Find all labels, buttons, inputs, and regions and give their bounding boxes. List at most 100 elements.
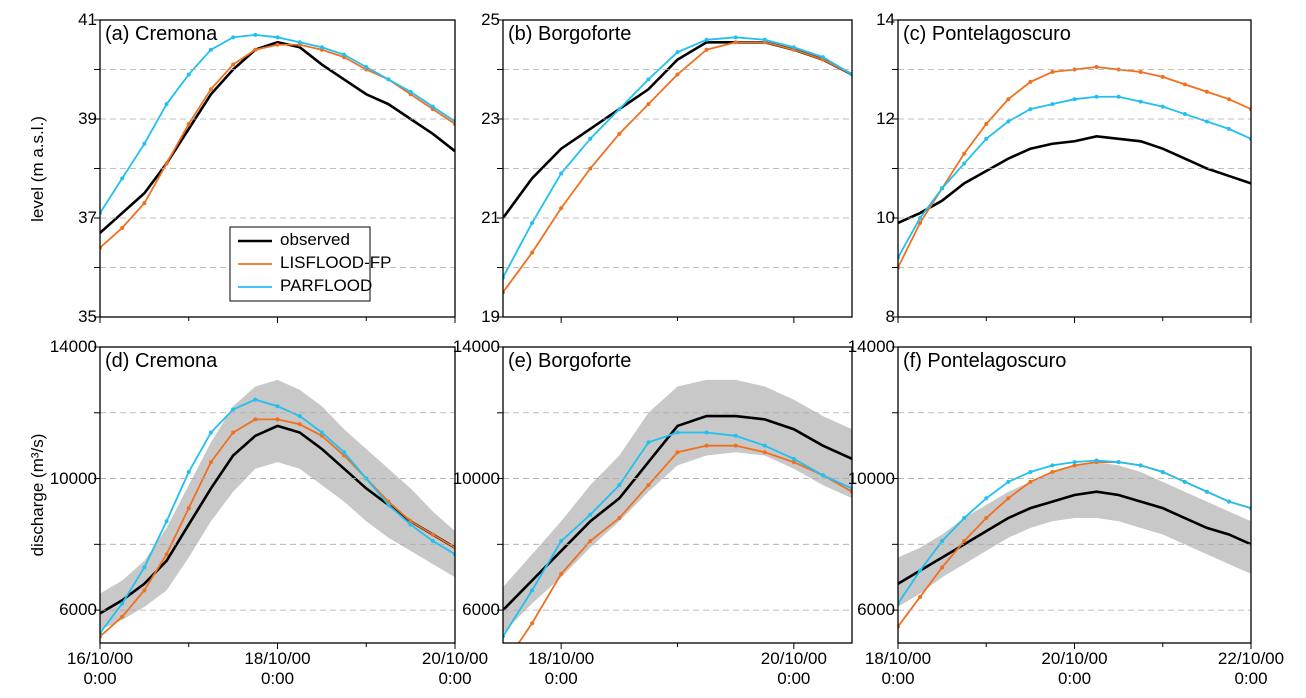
marker (142, 201, 147, 206)
marker (430, 104, 435, 109)
marker (208, 460, 213, 465)
line (503, 414, 852, 612)
marker (408, 89, 413, 94)
marker (208, 430, 213, 435)
marker (1116, 460, 1121, 465)
marker (1006, 496, 1011, 501)
marker (1204, 119, 1209, 124)
y-tick-label: 25 (481, 10, 500, 29)
plot-area (898, 458, 1251, 629)
y-tick-label: 10 (876, 208, 895, 227)
marker (704, 430, 709, 435)
marker (1072, 97, 1077, 102)
y-tick-label: 41 (78, 10, 97, 29)
uncertainty-band (898, 462, 1251, 607)
marker (1072, 67, 1077, 72)
marker (733, 433, 738, 438)
plot-area (503, 379, 852, 643)
line (503, 41, 852, 293)
x-tick-label: 22/10/00 0:00 (1217, 649, 1285, 688)
marker (1050, 69, 1055, 74)
y-tick-label: 6000 (59, 600, 97, 620)
marker (1204, 489, 1209, 494)
y-tick-label: 19 (481, 307, 500, 326)
marker (588, 512, 593, 517)
marker (704, 47, 709, 52)
marker (408, 519, 413, 524)
marker (646, 102, 651, 107)
marker (253, 32, 258, 37)
marker (164, 519, 169, 524)
marker (1138, 69, 1143, 74)
marker (342, 450, 347, 455)
marker (231, 430, 236, 435)
marker (940, 565, 945, 570)
marker (530, 220, 535, 225)
marker (918, 220, 923, 225)
marker (231, 62, 236, 67)
marker (791, 456, 796, 461)
y-tick-label: 37 (78, 208, 97, 227)
marker (559, 571, 564, 576)
axes-frame (502, 19, 853, 318)
marker (1116, 94, 1121, 99)
axes-frame (502, 346, 853, 644)
marker (142, 141, 147, 146)
marker (319, 430, 324, 435)
x-tick-label: 20/10/00 0:00 (760, 649, 827, 688)
marker (1006, 479, 1011, 484)
marker (297, 40, 302, 45)
marker (1028, 107, 1033, 112)
marker (1226, 97, 1231, 102)
plot-area (100, 379, 455, 639)
x-tick-label: 20/10/00 0:00 (421, 649, 489, 688)
uncertainty-band (100, 379, 455, 630)
panel-title: (d) Cremona (105, 350, 218, 372)
panel-title: (e) Borgoforte (508, 350, 632, 372)
marker (1072, 463, 1077, 468)
marker (275, 417, 280, 422)
marker (1050, 469, 1055, 474)
marker (530, 250, 535, 255)
marker (1138, 99, 1143, 104)
marker (1006, 119, 1011, 124)
y-tick-label: 14 (876, 10, 895, 29)
marker (820, 473, 825, 478)
marker (430, 539, 435, 544)
y-tick-label: 12 (876, 109, 895, 128)
marker (1226, 126, 1231, 131)
marker (164, 552, 169, 557)
marker (1182, 82, 1187, 87)
marker (646, 77, 651, 82)
marker (675, 450, 680, 455)
marker (319, 45, 324, 50)
marker (386, 502, 391, 507)
marker (675, 72, 680, 77)
marker (530, 621, 535, 626)
y-tick-label: 23 (481, 109, 500, 128)
marker (704, 37, 709, 42)
marker (275, 35, 280, 40)
y-tick-label: 39 (78, 109, 97, 128)
marker (791, 45, 796, 50)
marker (1072, 460, 1077, 465)
line (898, 66, 1251, 268)
marker (430, 532, 435, 537)
marker (120, 614, 125, 619)
legend-label: LISFLOOD-FP (280, 253, 392, 272)
marker (559, 539, 564, 544)
marker (364, 65, 369, 70)
y-tick-label: 10000 (452, 468, 500, 488)
marker (253, 397, 258, 402)
marker (984, 136, 989, 141)
marker (791, 460, 796, 465)
y-axis-label: discharge (m³/s) (28, 433, 47, 557)
marker (588, 136, 593, 141)
marker (231, 35, 236, 40)
y-tick-label: 10000 (49, 468, 97, 488)
marker (186, 121, 191, 126)
plot-area (503, 35, 852, 295)
y-tick-label: 6000 (857, 600, 895, 620)
marker (142, 565, 147, 570)
marker (617, 516, 622, 521)
